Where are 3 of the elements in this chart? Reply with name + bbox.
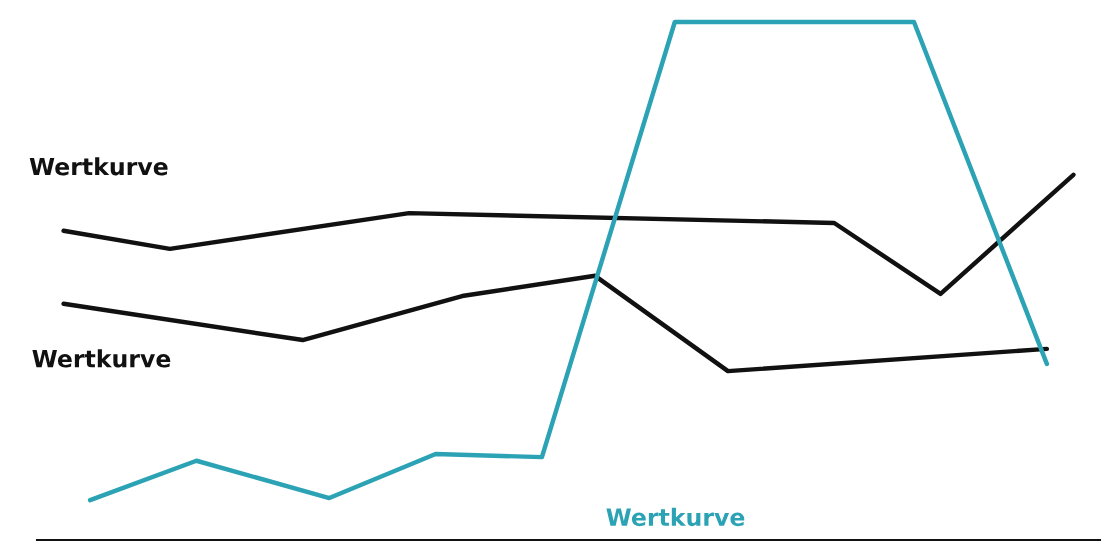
text: Wertkurve xyxy=(606,507,745,527)
text: Wertkurve xyxy=(29,157,168,176)
series-label: Wertkurve xyxy=(32,349,171,368)
